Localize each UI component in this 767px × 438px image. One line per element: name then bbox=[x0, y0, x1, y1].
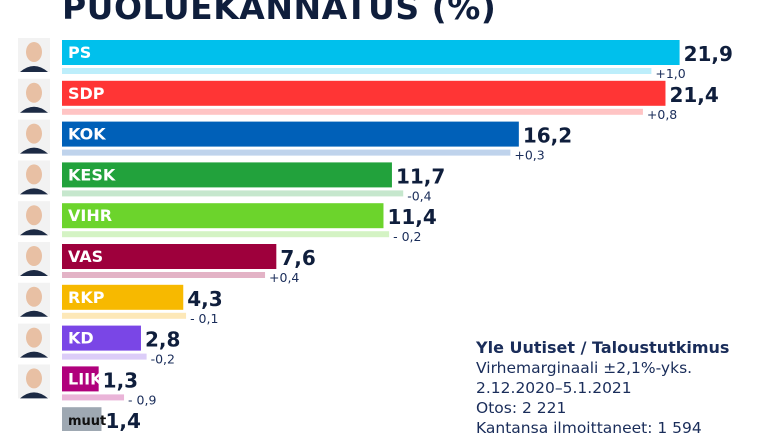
value-label: 11,7 bbox=[396, 164, 445, 188]
portrait-body bbox=[20, 351, 48, 358]
value-label: 2,8 bbox=[145, 328, 180, 352]
bar-label: SDP bbox=[68, 84, 105, 103]
survey-info: Yle Uutiset / Taloustutkimus Virhemargin… bbox=[476, 338, 729, 438]
survey-period: 2.12.2020–5.1.2021 bbox=[476, 379, 632, 397]
bar-label: PS bbox=[68, 43, 91, 62]
change-label: +1,0 bbox=[655, 66, 685, 81]
margin-of-error: Virhemarginaali ±2,1%-yks. bbox=[476, 359, 693, 377]
bar-vas bbox=[62, 244, 277, 269]
bar-label: VAS bbox=[68, 247, 103, 266]
value-label: 1,4 bbox=[105, 409, 140, 431]
chart-title: PUOLUEKANNATUS (%) bbox=[62, 0, 497, 27]
value-label: 11,4 bbox=[387, 205, 436, 229]
portrait-face bbox=[26, 368, 42, 389]
portrait-face bbox=[26, 82, 42, 103]
previous-bar bbox=[62, 272, 266, 278]
portrait-face bbox=[26, 286, 42, 307]
portrait-face bbox=[26, 246, 42, 266]
change-label: -0,2 bbox=[151, 352, 175, 367]
previous-bar bbox=[62, 190, 404, 197]
portrait-body bbox=[20, 66, 48, 72]
portrait-body bbox=[20, 310, 48, 317]
change-label: +0,8 bbox=[647, 107, 677, 122]
bar-label: KOK bbox=[68, 125, 106, 144]
portrait-body bbox=[20, 392, 48, 399]
source-label: Yle Uutiset / Taloustutkimus bbox=[476, 338, 730, 357]
portrait-face bbox=[26, 123, 42, 144]
portrait-body bbox=[20, 147, 48, 154]
value-label: 4,3 bbox=[187, 287, 222, 311]
previous-bar bbox=[62, 312, 187, 319]
portrait-body bbox=[20, 229, 48, 236]
portrait-face bbox=[26, 42, 42, 62]
change-label: +0,3 bbox=[514, 148, 544, 163]
value-label: 21,9 bbox=[684, 42, 733, 66]
previous-bar bbox=[62, 108, 643, 115]
change-label: -0,4 bbox=[407, 188, 431, 203]
previous-bar bbox=[62, 394, 125, 401]
value-label: 16,2 bbox=[523, 124, 572, 148]
bar-rkp bbox=[62, 284, 184, 310]
value-label: 21,4 bbox=[669, 83, 718, 107]
bar-label: muut bbox=[68, 414, 106, 429]
value-label: 7,6 bbox=[280, 246, 315, 270]
bar-ps bbox=[62, 40, 680, 65]
portrait-face bbox=[26, 327, 42, 348]
change-label: - 0,2 bbox=[393, 229, 421, 244]
portrait-body bbox=[20, 106, 48, 113]
bar-kok bbox=[62, 121, 519, 147]
portrait-body bbox=[20, 188, 48, 195]
bar-kesk bbox=[62, 162, 392, 188]
bar-kd bbox=[62, 325, 141, 351]
bar-label: RKP bbox=[68, 288, 105, 307]
bar-label: LIIK bbox=[68, 369, 103, 388]
bar-label: KESK bbox=[68, 165, 116, 184]
bar-muut bbox=[62, 407, 102, 431]
bar-sdp bbox=[62, 80, 666, 106]
value-label: 1,3 bbox=[103, 368, 138, 392]
previous-bar bbox=[62, 231, 390, 238]
respondents-count: Kantansa ilmoittaneet: 1 594 bbox=[476, 419, 702, 437]
portrait-face bbox=[26, 164, 42, 185]
bar-vihr bbox=[62, 203, 384, 229]
portrait-face bbox=[26, 205, 42, 226]
bar-liik bbox=[62, 366, 99, 392]
bar-label: KD bbox=[68, 329, 94, 348]
change-label: - 0,1 bbox=[190, 311, 218, 326]
change-label: +0,4 bbox=[269, 270, 299, 285]
previous-bar bbox=[62, 149, 511, 156]
previous-bar bbox=[62, 353, 147, 360]
previous-bar bbox=[62, 68, 652, 74]
change-label: - 0,9 bbox=[128, 392, 156, 407]
sample-size: Otos: 2 221 bbox=[476, 399, 567, 417]
portrait-body bbox=[20, 270, 48, 276]
bar-label: VIHR bbox=[68, 206, 112, 225]
